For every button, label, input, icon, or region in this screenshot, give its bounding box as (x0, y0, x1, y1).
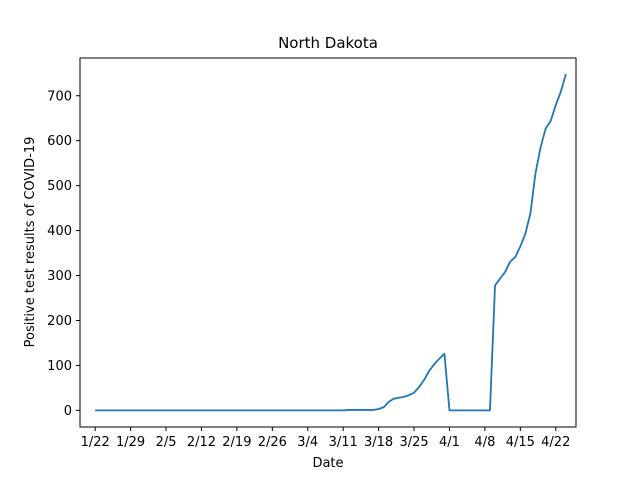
x-tick-label: 1/22 (81, 435, 110, 450)
x-tick-label: 3/18 (364, 435, 393, 450)
y-tick-label: 700 (47, 89, 72, 104)
series-line (95, 73, 567, 412)
x-tick-label: 3/25 (399, 435, 428, 450)
x-tick-label: 4/1 (439, 435, 460, 450)
y-tick-label: 400 (47, 224, 72, 239)
y-tick-label: 600 (47, 134, 72, 149)
x-tick-label: 4/15 (506, 435, 535, 450)
y-tick-label: 300 (47, 269, 72, 284)
x-axis-label: Date (312, 456, 343, 471)
x-tick-label: 2/19 (222, 435, 251, 450)
x-tick-label: 3/4 (297, 435, 318, 450)
y-tick-label: 500 (47, 179, 72, 194)
y-tick-label: 200 (47, 314, 72, 329)
y-tick-label: 100 (47, 359, 72, 374)
x-tick-label: 4/8 (474, 435, 495, 450)
y-tick-label: 0 (64, 404, 72, 419)
x-tick-label: 3/11 (329, 435, 358, 450)
x-tick-label: 2/5 (156, 435, 177, 450)
x-tick-label: 1/29 (116, 435, 145, 450)
x-tick-label: 4/22 (541, 435, 570, 450)
x-tick-label: 2/26 (258, 435, 287, 450)
chart-title: North Dakota (278, 34, 378, 52)
y-axis-label: Positive test results of COVID-19 (23, 137, 38, 348)
x-tick-label: 2/12 (187, 435, 216, 450)
plot-frame (79, 57, 577, 428)
